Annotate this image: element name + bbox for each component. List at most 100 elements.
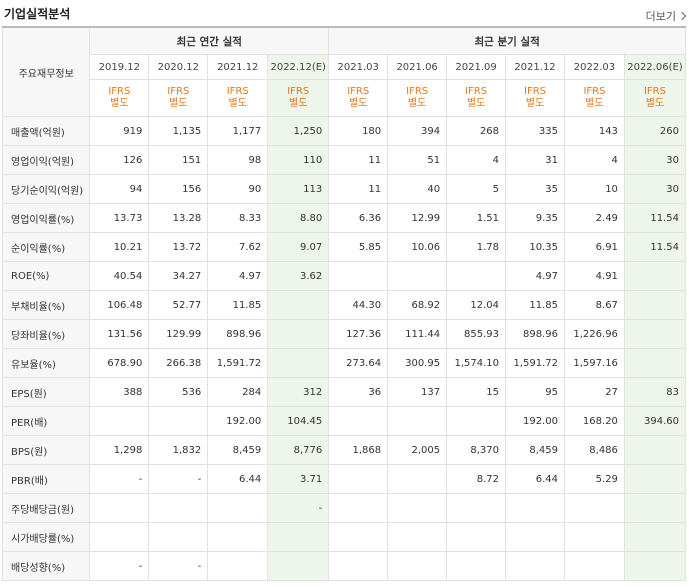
table-cell (207, 493, 269, 523)
table-cell: 13.28 (148, 203, 209, 233)
table-cell (328, 261, 389, 291)
ifrs-label: IFRS 별도 (446, 79, 507, 117)
row-label: 순이익률(%) (1, 232, 91, 262)
table-cell: 1,574.10 (446, 348, 507, 378)
table-cell: 110 (267, 145, 330, 175)
quarter-group-header: 최근 분기 실적 (328, 26, 686, 55)
table-cell: 2,005 (387, 435, 448, 465)
more-link[interactable]: 더보기 (646, 8, 687, 24)
table-cell (623, 261, 687, 291)
period-header: 2020.12 (148, 54, 209, 80)
table-cell: 1,832 (148, 435, 209, 465)
table-cell: 127.36 (328, 319, 389, 349)
table-cell (387, 522, 448, 552)
table-cell: 11 (328, 145, 389, 175)
period-header: 2021.12 (207, 54, 269, 80)
table-cell: 260 (623, 116, 687, 146)
table-cell (623, 551, 687, 581)
table-cell: 1,177 (207, 116, 269, 146)
table-cell: 1,135 (148, 116, 209, 146)
table-cell: 35 (505, 174, 565, 204)
table-cell: - (89, 464, 150, 494)
table-cell: 4 (446, 145, 507, 175)
table-row: 주당배당금(원) - (1, 493, 687, 523)
row-header-label: 주요재무정보 (1, 26, 91, 117)
row-label: 주당배당금(원) (1, 493, 91, 523)
table-cell (563, 522, 625, 552)
table-cell (328, 522, 389, 552)
table-cell (623, 319, 687, 349)
table-cell: 13.73 (89, 203, 150, 233)
table-row: 당좌비율(%) 131.56 129.99 898.96 127.36 111.44 855… (1, 319, 687, 349)
row-label: 영업이익(억원) (1, 145, 91, 175)
table-cell: 151 (148, 145, 209, 175)
row-label: 배당성향(%) (1, 551, 91, 581)
table-cell (328, 406, 389, 436)
row-label: ROE(%) (1, 261, 91, 291)
table-cell (207, 522, 269, 552)
table-cell: 30 (623, 174, 687, 204)
table-cell: 1,591.72 (207, 348, 269, 378)
table-cell (505, 493, 565, 523)
table-cell: 113 (267, 174, 330, 204)
table-cell: 94 (89, 174, 150, 204)
table-cell: 855.93 (446, 319, 507, 349)
ifrs-label: IFRS 별도 (207, 79, 269, 117)
table-cell: 98 (207, 145, 269, 175)
table-cell (89, 522, 150, 552)
table-cell (89, 493, 150, 523)
table-cell: 12.99 (387, 203, 448, 233)
period-header: 2019.12 (89, 54, 150, 80)
ifrs-line-2: 별도 (169, 98, 188, 109)
table-cell (446, 406, 507, 436)
row-label: 부채비율(%) (1, 290, 91, 320)
row-label: EPS(원) (1, 377, 91, 407)
row-label: 유보율(%) (1, 348, 91, 378)
table-cell (446, 493, 507, 523)
table-cell (89, 406, 150, 436)
table-cell (267, 290, 330, 320)
table-cell: 106.48 (89, 290, 150, 320)
ifrs-line-1: IFRS (108, 86, 131, 97)
table-cell: 8,486 (563, 435, 625, 465)
table-cell: - (267, 493, 330, 523)
table-cell: 10.06 (387, 232, 448, 262)
table-row: PBR(배) - -6.44 3.71 8.72 6.44 5.29 (1, 464, 687, 494)
table-cell: 143 (563, 116, 625, 146)
table-row: 부채비율(%) 106.48 52.77 11.85 44.30 68.92 12.04 11… (1, 290, 687, 320)
table-row: 순이익률(%) 10.21 13.72 7.62 9.07 5.85 10.06 1.78 10… (1, 232, 687, 262)
ifrs-label: IFRS 별도 (267, 79, 330, 117)
table-cell: 4 (563, 145, 625, 175)
table-cell: 8.80 (267, 203, 330, 233)
table-cell: 6.91 (563, 232, 625, 262)
table-cell (267, 522, 330, 552)
ifrs-line-2: 별도 (348, 98, 368, 109)
table-cell: 180 (328, 116, 389, 146)
table-cell: 126 (89, 145, 150, 175)
table-cell: - (89, 551, 150, 581)
chevron-right-icon (677, 11, 687, 21)
table-cell (267, 319, 330, 349)
table-cell: 6.44 (207, 464, 269, 494)
ifrs-label: IFRS 별도 (505, 79, 565, 117)
period-header-row: 2019.12 2020.12 2021.12 2022.12(E) 2021.03 20… (3, 54, 687, 80)
table-cell: 51 (387, 145, 448, 175)
table-cell (267, 551, 330, 581)
table-cell (267, 348, 330, 378)
table-cell: 5.85 (328, 232, 389, 262)
table-cell (328, 464, 389, 494)
table-cell: 11.54 (623, 232, 687, 262)
row-label: PBR(배) (1, 464, 91, 494)
table-cell: 11 (328, 174, 389, 204)
table-cell: 7.62 (207, 232, 269, 262)
ifrs-line-1: IFRS (287, 86, 310, 97)
table-cell: 131.56 (89, 319, 150, 349)
table-cell: 12.04 (446, 290, 507, 320)
table-cell: 15 (446, 377, 507, 407)
table-cell (148, 406, 209, 436)
table-cell: 8.67 (563, 290, 625, 320)
period-header: 2021.12 (505, 54, 565, 80)
ifrs-line-1: IFRS (524, 86, 546, 97)
row-label: BPS(원) (1, 435, 91, 465)
table-cell: 8,370 (446, 435, 507, 465)
